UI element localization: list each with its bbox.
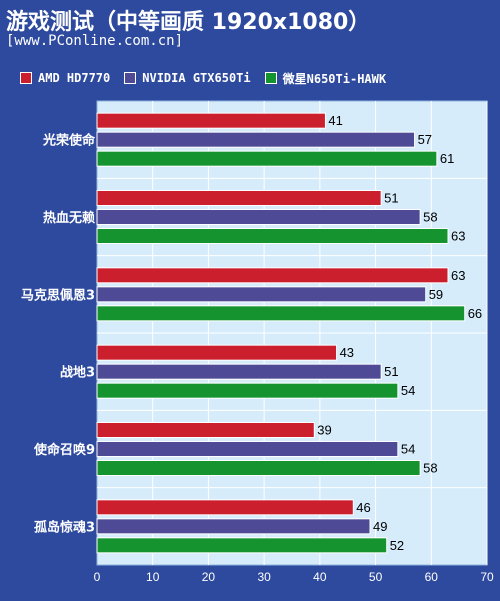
bar-value-label: 59 xyxy=(429,287,443,302)
legend-swatch xyxy=(264,72,277,84)
x-tick-label: 0 xyxy=(94,570,101,584)
bar xyxy=(96,305,466,322)
bar-value-label: 58 xyxy=(423,210,437,225)
category-label: 使命召唤9 xyxy=(33,442,95,458)
legend-label: 微星N650Ti-HAWK xyxy=(282,71,387,86)
bar xyxy=(96,112,326,129)
x-tick-label: 30 xyxy=(257,570,271,584)
bar xyxy=(96,131,416,148)
bar xyxy=(96,209,421,225)
x-tick-label: 20 xyxy=(202,570,216,584)
bar-value-label: 41 xyxy=(328,113,342,128)
bar-value-label: 51 xyxy=(384,191,398,206)
legend-swatch xyxy=(124,72,137,84)
bar xyxy=(96,460,421,476)
bar xyxy=(96,382,399,399)
bar xyxy=(96,190,382,206)
bar-value-label: 63 xyxy=(451,229,465,244)
bar xyxy=(96,537,388,554)
category-label: 光荣使命 xyxy=(42,133,96,149)
category-label: 战地3 xyxy=(60,365,95,381)
bar-value-label: 49 xyxy=(373,519,387,534)
bar xyxy=(96,286,427,303)
bar-value-label: 54 xyxy=(401,442,415,457)
legend-item: 微星N650Ti-HAWK xyxy=(264,70,387,87)
legend-item: NVIDIA GTX650Ti xyxy=(124,71,251,85)
chart-subtitle: [www.PConline.com.cn] xyxy=(6,33,184,49)
bar xyxy=(96,518,371,535)
bar xyxy=(96,363,382,380)
x-tick-label: 60 xyxy=(425,570,439,584)
bar-value-label: 63 xyxy=(451,268,465,283)
bar-value-label: 61 xyxy=(440,151,454,166)
legend-label: AMD HD7770 xyxy=(38,71,111,85)
legend-label: NVIDIA GTX650Ti xyxy=(142,71,251,85)
chart-title: 游戏测试（中等画质 1920x1080） xyxy=(6,10,371,35)
bar-value-label: 58 xyxy=(423,461,437,476)
x-tick-label: 10 xyxy=(146,570,160,584)
bar xyxy=(96,228,449,244)
bar xyxy=(96,441,399,457)
bar-value-label: 52 xyxy=(390,538,404,553)
bar xyxy=(96,344,338,361)
legend-item: AMD HD7770 xyxy=(20,71,110,85)
bar-value-label: 43 xyxy=(340,345,354,360)
bar xyxy=(96,267,449,284)
category-label: 孤岛惊魂3 xyxy=(34,519,95,535)
bar-value-label: 46 xyxy=(356,500,370,515)
bar-value-label: 51 xyxy=(384,364,398,379)
bar-value-label: 39 xyxy=(317,423,331,438)
bar xyxy=(96,150,438,167)
bar xyxy=(96,422,315,438)
x-tick-label: 50 xyxy=(369,570,383,584)
category-label: 马克思佩恩3 xyxy=(21,287,95,303)
legend-swatch xyxy=(20,72,32,84)
bar xyxy=(96,499,354,516)
bar-value-label: 57 xyxy=(418,132,432,147)
bar-value-label: 66 xyxy=(468,306,482,321)
legend: AMD HD7770 NVIDIA GTX650Ti 微星N650Ti-HAWK xyxy=(20,67,490,89)
bar-value-label: 54 xyxy=(401,383,415,398)
x-tick-label: 70 xyxy=(480,570,494,584)
x-tick-label: 40 xyxy=(313,570,327,584)
category-label: 热血无赖 xyxy=(43,210,95,226)
